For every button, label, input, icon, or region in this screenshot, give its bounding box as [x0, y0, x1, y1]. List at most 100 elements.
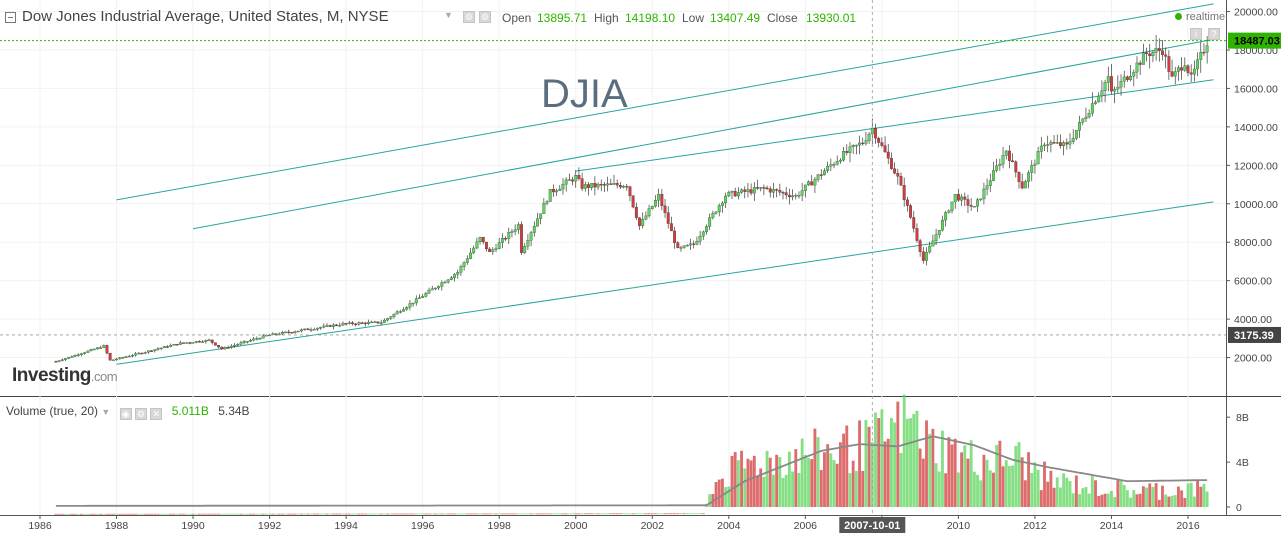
candle-body — [1030, 165, 1034, 173]
trend-line — [116, 3, 1214, 201]
candle-body — [245, 341, 249, 343]
close-value: 13930.01 — [806, 11, 857, 25]
volume-bar — [963, 445, 967, 507]
volume-bar — [207, 513, 211, 515]
volume-settings-icon[interactable]: ⚙ — [135, 408, 147, 420]
candle-body — [188, 342, 192, 344]
candle-body — [462, 262, 466, 267]
time-tick-label: 2006 — [794, 520, 818, 532]
candle-body — [76, 354, 80, 356]
volume-bar — [347, 513, 351, 515]
volume-bar — [239, 513, 243, 515]
volume-ticks: 0 4B 8B — [1226, 412, 1249, 514]
volume-bar — [516, 513, 520, 515]
volume-bar — [271, 513, 275, 515]
time-tick-label: 1992 — [258, 520, 282, 532]
candle-body — [612, 183, 616, 185]
volume-bar — [443, 513, 447, 515]
volume-bar — [609, 513, 613, 515]
candle-body — [1110, 76, 1113, 92]
volume-bar — [1049, 470, 1053, 507]
candle-body — [92, 348, 96, 351]
candle-body — [1017, 171, 1021, 182]
volume-close-icon[interactable]: ✕ — [150, 408, 163, 420]
gear-icon[interactable]: ⚙ — [479, 11, 491, 23]
volume-bar — [67, 513, 71, 515]
volume-bar — [449, 513, 453, 515]
candle-body — [835, 161, 839, 165]
volume-bar — [111, 513, 115, 515]
volume-bar — [459, 513, 463, 515]
candle-body — [351, 322, 354, 325]
volume-bar — [1167, 496, 1171, 507]
title-dropdown-icon[interactable]: ▼ — [444, 10, 453, 20]
candle-body — [947, 210, 951, 213]
candle-body — [596, 183, 600, 188]
candle-body — [714, 211, 718, 214]
info-icon[interactable]: i — [1190, 28, 1202, 40]
volume-bar — [1062, 473, 1066, 507]
candle-body — [306, 328, 310, 331]
volume-bar — [657, 513, 661, 515]
candle-body — [685, 244, 689, 247]
volume-bar — [453, 513, 456, 515]
volume-bar — [896, 401, 900, 507]
volume-bar — [772, 474, 775, 507]
volume-bar — [685, 513, 689, 515]
candle-body — [874, 127, 877, 139]
candle-body — [736, 192, 740, 197]
candle-body — [730, 190, 734, 193]
candle-body — [925, 251, 928, 261]
candle-body — [654, 200, 657, 207]
volume-dropdown-icon[interactable]: ▼ — [101, 407, 111, 417]
volume-bar — [698, 513, 702, 515]
candle-body — [1036, 151, 1040, 165]
candle-body — [319, 327, 323, 329]
candle-body — [669, 223, 673, 232]
volume-bar — [402, 513, 405, 515]
collapse-toggle[interactable] — [5, 12, 16, 23]
volume-bar — [602, 513, 606, 515]
logo-name: Investing — [12, 365, 91, 386]
trend-lines[interactable] — [116, 3, 1214, 365]
candle-body — [1001, 155, 1005, 165]
candle-body — [1027, 172, 1030, 182]
time-tick-label: 1990 — [181, 520, 205, 532]
candle-body — [392, 313, 396, 317]
help-icon[interactable]: ? — [1208, 28, 1220, 40]
volume-bar — [398, 513, 402, 515]
candle-body — [1106, 76, 1110, 83]
volume-bar — [1087, 493, 1091, 507]
candle-body — [1151, 51, 1155, 57]
volume-bar — [331, 513, 335, 515]
volume-bar — [86, 513, 90, 515]
candle-body — [1023, 181, 1027, 189]
candle-body — [698, 235, 702, 242]
volume-bar — [717, 479, 721, 507]
candle-body — [382, 319, 386, 323]
candle-body — [960, 196, 964, 201]
volume-bar — [1135, 494, 1139, 507]
candle-body — [134, 353, 138, 356]
candle-body — [555, 190, 559, 193]
candle-body — [1033, 163, 1037, 166]
candle-body — [440, 282, 444, 287]
volume-bar — [491, 513, 495, 515]
candle-body — [787, 194, 791, 198]
candle-body — [347, 322, 351, 324]
volume-bar — [1157, 499, 1161, 507]
candle-body — [976, 199, 979, 207]
candle-body — [178, 342, 182, 345]
candle-body — [274, 333, 278, 335]
settings-icon[interactable]: ⚙ — [463, 11, 475, 23]
volume-bar — [880, 409, 884, 507]
volume-bar — [108, 513, 112, 515]
candle-body — [414, 298, 418, 304]
volume-ma — [55, 435, 1208, 507]
volume-visibility-icon[interactable]: ◉ — [119, 408, 132, 420]
volume-bar — [765, 450, 769, 507]
volume-bar — [1138, 493, 1142, 507]
candle-body — [443, 281, 447, 284]
candle-body — [1132, 71, 1136, 77]
